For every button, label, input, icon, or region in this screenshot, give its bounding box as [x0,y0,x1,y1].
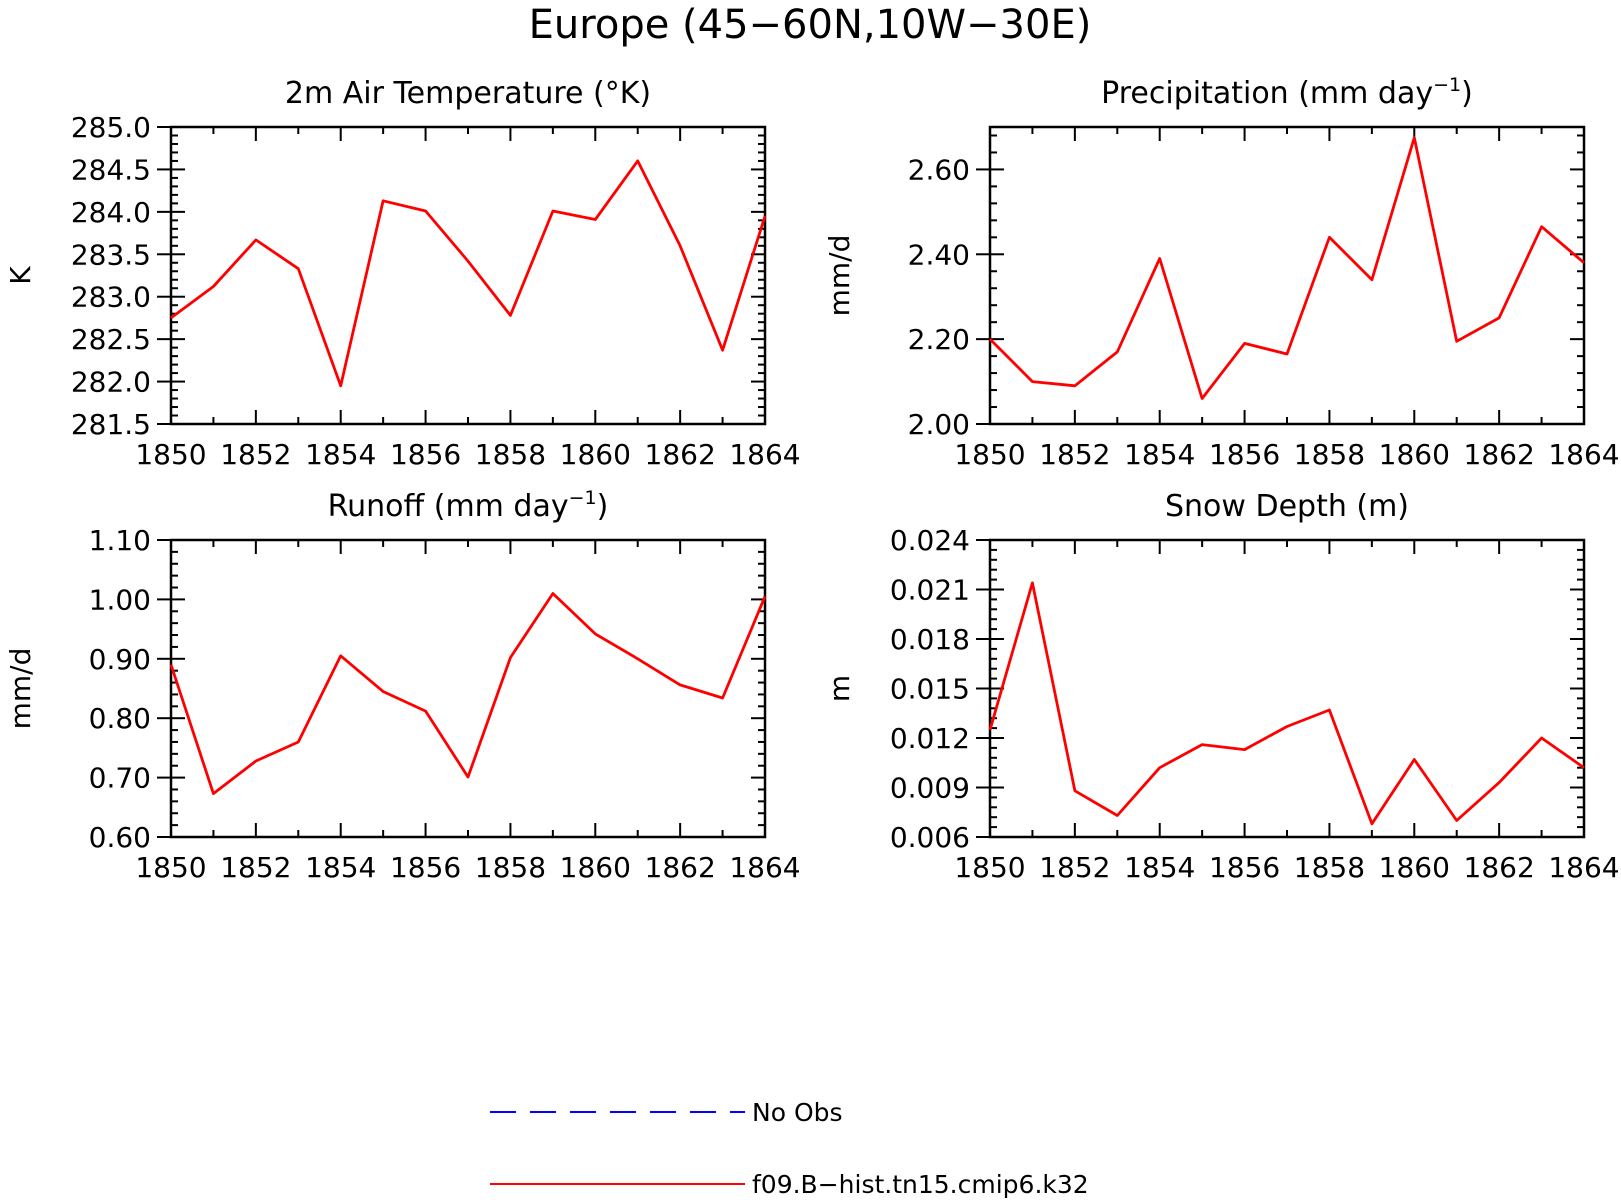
temperature-xtick-label: 1852 [220,438,291,471]
temperature-ytick-label: 282.5 [71,323,151,356]
runoff-title: Runoff (mm day−1) [328,487,609,524]
precipitation-ytick-label: 2.40 [908,238,970,271]
legend-label-no-obs: No Obs [752,1098,843,1127]
temperature-frame [169,125,767,426]
runoff-ytick-label: 0.70 [89,762,151,795]
snow-depth-ytick-label: 0.009 [890,772,970,805]
runoff-frame [169,538,767,839]
temperature-xtick-label: 1862 [645,438,716,471]
temperature-title: 2m Air Temperature (°K) [285,76,651,111]
runoff-ytick-label: 1.00 [89,583,151,616]
runoff-xtick-label: 1862 [645,851,716,884]
temperature-xtick-label: 1854 [305,438,376,471]
temperature-ytick-label: 282.0 [71,366,151,399]
snow-depth-xtick-label: 1854 [1124,851,1195,884]
precipitation-frame [988,125,1586,426]
snow-depth-xtick-label: 1852 [1039,851,1110,884]
runoff-xtick-label: 1852 [220,851,291,884]
runoff-xtick-label: 1860 [560,851,631,884]
legend-label-model: f09.B−hist.tn15.cmip6.k32 [752,1170,1089,1199]
figure-title: Europe (45−60N,10W−30E) [529,2,1092,48]
runoff-ytick-label: 0.80 [89,702,151,735]
precipitation-xtick-label: 1858 [1294,438,1365,471]
temperature-xtick-label: 1850 [135,438,206,471]
precipitation-xtick-label: 1860 [1379,438,1450,471]
snow-depth-ytick-label: 0.015 [890,673,970,706]
precipitation-series-line [989,136,1585,400]
temperature-xtick-label: 1858 [475,438,546,471]
runoff-xtick-label: 1856 [390,851,461,884]
snow-depth-ytick-label: 0.021 [890,574,970,607]
snow-depth-xtick-label: 1858 [1294,851,1365,884]
precipitation-xtick-label: 1850 [954,438,1025,471]
panel-snow-depth: Snow Depth (m) m 1850 1852 1854 1856 1858 1860 1… [823,489,1620,884]
snow-depth-ytick-label: 0.012 [890,722,970,755]
temperature-ylabel: K [4,266,37,285]
snow-depth-ytick-label: 0.018 [890,623,970,656]
runoff-ytick-label: 0.90 [89,643,151,676]
temperature-ytick-label: 284.0 [71,196,151,229]
temperature-ytick-label: 285.0 [71,111,151,144]
snow-depth-title: Snow Depth (m) [1165,489,1409,524]
precipitation-xtick-label: 1864 [1548,438,1619,471]
temperature-ytick-label: 281.5 [71,408,151,441]
snow-depth-xtick-label: 1860 [1379,851,1450,884]
snow-depth-xtick-label: 1862 [1464,851,1535,884]
precipitation-title: Precipitation (mm day−1) [1101,74,1473,111]
snow-depth-ylabel: m [823,675,856,702]
temperature-ytick-label: 283.0 [71,281,151,314]
snow-depth-ytick-label: 0.024 [890,524,970,557]
panel-temperature: 2m Air Temperature (°K) K 1850 1852 1854 1856… [4,76,801,471]
precipitation-ytick-label: 2.60 [908,153,970,186]
temperature-xtick-label: 1864 [729,438,800,471]
runoff-series-line [169,592,767,795]
temperature-series-line [170,159,767,388]
temperature-ytick-label: 284.5 [71,153,151,186]
panel-precipitation: Precipitation (mm day−1) mm/d 1850 1852 1854… [823,74,1620,471]
panel-runoff: Runoff (mm day−1) mm/d 1850 1852 1854 1856 185… [4,487,801,884]
runoff-ytick-label: 0.60 [89,821,151,854]
legend: No Obs f09.B−hist.tn15.cmip6.k32 [490,1098,1089,1199]
precipitation-ylabel: mm/d [823,235,856,317]
snow-depth-xtick-label: 1850 [954,851,1025,884]
precipitation-xtick-label: 1862 [1464,438,1535,471]
runoff-ytick-label: 1.10 [89,524,151,557]
runoff-xtick-label: 1854 [305,851,376,884]
snow-depth-ytick-label: 0.006 [890,821,970,854]
temperature-xtick-label: 1860 [560,438,631,471]
snow-depth-series-line [988,581,1585,826]
temperature-ytick-label: 283.5 [71,238,151,271]
runoff-xtick-label: 1858 [475,851,546,884]
snow-depth-xtick-label: 1864 [1548,851,1619,884]
precipitation-ytick-label: 2.00 [908,408,970,441]
precipitation-xtick-label: 1854 [1124,438,1195,471]
runoff-xtick-label: 1850 [135,851,206,884]
runoff-xtick-label: 1864 [729,851,800,884]
snow-depth-xtick-label: 1856 [1209,851,1280,884]
chart-panels: 2m Air Temperature (°K) K 1850 1852 1854 1856… [4,74,1620,884]
precipitation-ytick-label: 2.20 [908,323,970,356]
precipitation-xtick-label: 1852 [1039,438,1110,471]
runoff-ylabel: mm/d [4,648,37,730]
precipitation-xtick-label: 1856 [1209,438,1280,471]
temperature-xtick-label: 1856 [390,438,461,471]
